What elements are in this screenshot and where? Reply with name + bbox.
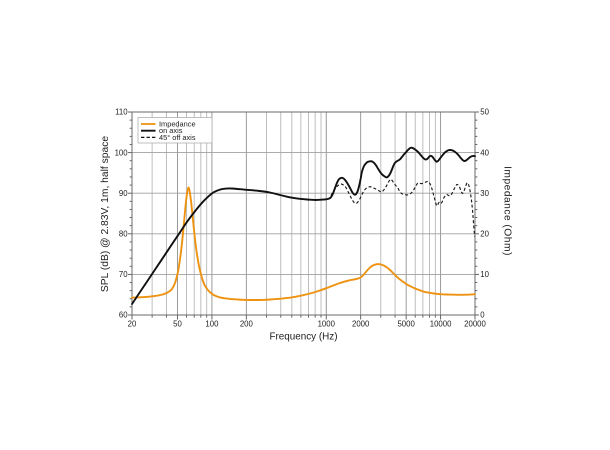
svg-text:10000: 10000 <box>430 320 452 329</box>
svg-text:Impedance (Ohm): Impedance (Ohm) <box>502 166 513 256</box>
svg-text:80: 80 <box>119 230 128 239</box>
svg-text:50: 50 <box>480 108 489 117</box>
svg-text:40: 40 <box>480 148 489 157</box>
svg-text:110: 110 <box>115 108 128 117</box>
svg-text:90: 90 <box>119 189 128 198</box>
svg-text:100: 100 <box>115 148 129 157</box>
svg-text:60: 60 <box>119 311 128 320</box>
svg-text:0: 0 <box>480 311 485 320</box>
svg-text:70: 70 <box>119 270 128 279</box>
svg-text:20000: 20000 <box>464 320 486 329</box>
svg-text:10: 10 <box>480 270 489 279</box>
svg-text:2000: 2000 <box>352 320 370 329</box>
svg-text:1000: 1000 <box>318 320 336 329</box>
svg-text:45° off axis: 45° off axis <box>159 133 196 142</box>
svg-text:5000: 5000 <box>397 320 415 329</box>
svg-text:20: 20 <box>128 320 137 329</box>
svg-text:Impedance: Impedance <box>159 120 196 129</box>
svg-text:SPL (dB) @ 2.83V, 1m, half spa: SPL (dB) @ 2.83V, 1m, half space <box>100 136 111 292</box>
svg-text:Frequency (Hz): Frequency (Hz) <box>269 331 337 342</box>
svg-text:50: 50 <box>173 320 182 329</box>
svg-text:100: 100 <box>205 320 219 329</box>
svg-text:30: 30 <box>480 189 489 198</box>
svg-text:20: 20 <box>480 230 489 239</box>
svg-text:200: 200 <box>240 320 254 329</box>
svg-text:on axis: on axis <box>159 126 183 135</box>
